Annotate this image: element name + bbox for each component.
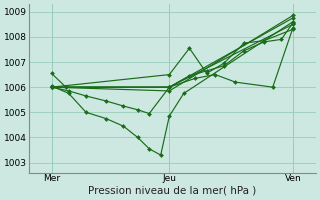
X-axis label: Pression niveau de la mer( hPa ): Pression niveau de la mer( hPa ) xyxy=(88,186,256,196)
